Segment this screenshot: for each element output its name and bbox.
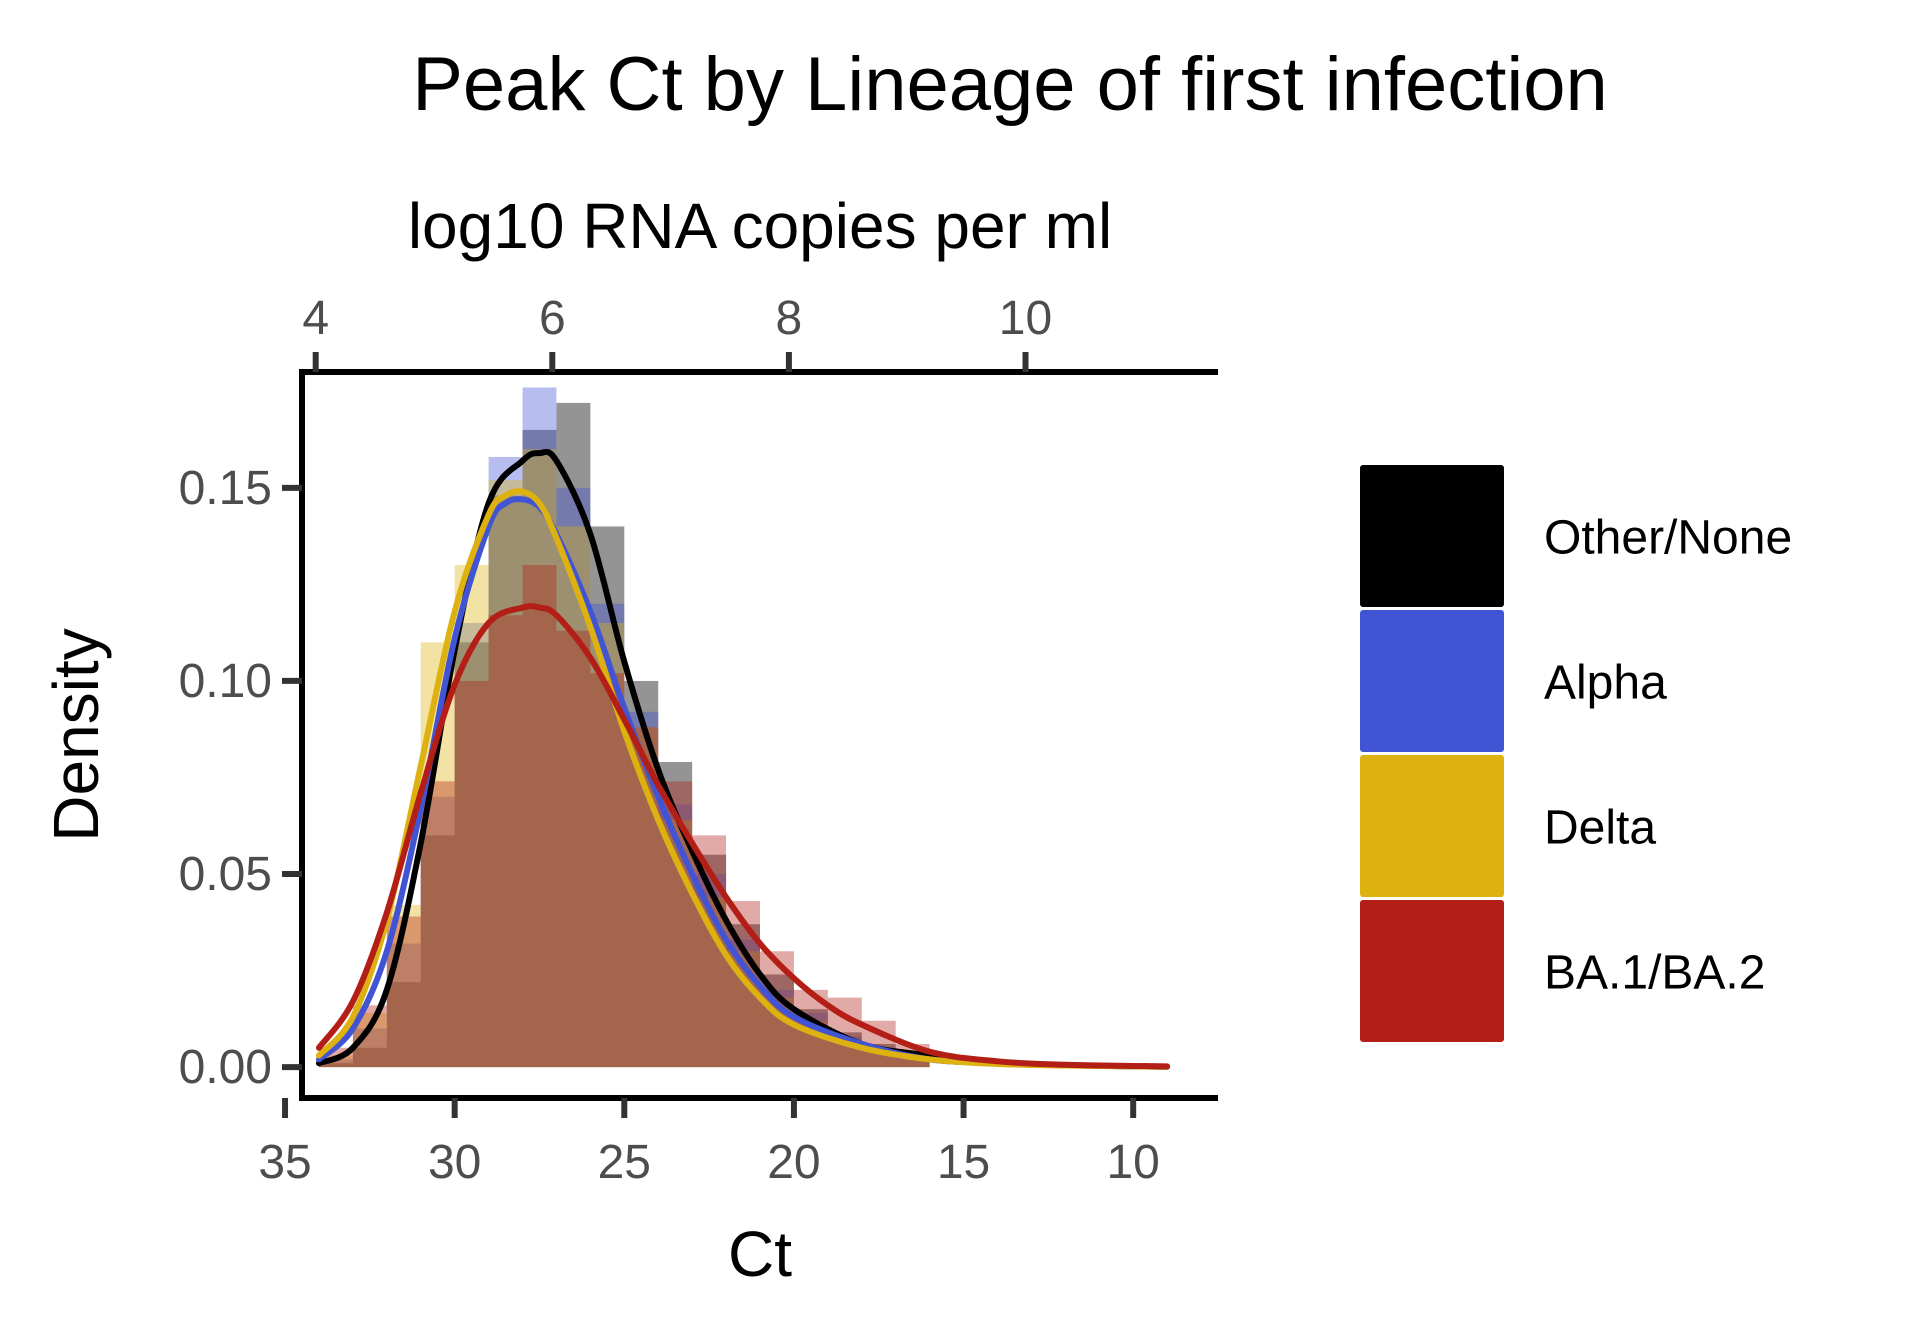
x-tick-label: 25 bbox=[598, 1136, 651, 1189]
histogram-bar bbox=[318, 1059, 353, 1068]
secondary-x-tick-label: 8 bbox=[776, 292, 803, 345]
histogram-bar bbox=[590, 526, 625, 1068]
x-tick-label: 10 bbox=[1106, 1136, 1159, 1189]
histogram-bar bbox=[318, 1063, 353, 1068]
secondary-x-tick-label: 6 bbox=[539, 292, 566, 345]
legend: Other/None Alpha Delta BA.1/BA.2 bbox=[1360, 465, 1792, 1042]
histogram-bar bbox=[488, 456, 523, 1068]
legend-key bbox=[1360, 610, 1504, 752]
legend-label: Alpha bbox=[1544, 657, 1667, 710]
histogram-bar bbox=[352, 1047, 387, 1068]
x-tick-label: 15 bbox=[937, 1136, 990, 1189]
histogram-bar bbox=[590, 673, 625, 1068]
x-tick-label: 30 bbox=[428, 1136, 481, 1189]
y-tick-label: 0.10 bbox=[179, 655, 272, 708]
histogram-bar bbox=[895, 1059, 930, 1068]
histogram-bar bbox=[522, 429, 557, 1068]
histogram-bar bbox=[420, 796, 455, 1068]
density-curve-layer bbox=[315, 448, 1171, 1070]
histogram-bar bbox=[386, 982, 421, 1068]
histogram-bar bbox=[522, 565, 557, 1068]
legend-key bbox=[1360, 465, 1504, 607]
y-tick-label: 0.00 bbox=[179, 1041, 272, 1094]
histogram-bar bbox=[895, 1055, 930, 1068]
secondary-x-tick-label: 10 bbox=[999, 292, 1052, 345]
histogram-bar bbox=[658, 804, 693, 1068]
histogram-bar bbox=[488, 615, 523, 1068]
legend-label: Other/None bbox=[1544, 512, 1792, 565]
histogram-bar bbox=[556, 630, 591, 1068]
histogram-bar bbox=[522, 449, 557, 1068]
density-curve bbox=[315, 603, 1171, 1070]
histogram-bar bbox=[420, 835, 455, 1068]
legend-label: BA.1/BA.2 bbox=[1544, 947, 1765, 1000]
y-tick-label: 0.15 bbox=[179, 462, 272, 515]
chart-title: Peak Ct by Lineage of first infection bbox=[412, 42, 1608, 127]
x-tick-label: 35 bbox=[258, 1136, 311, 1189]
axes-layer: 0.00 0.05 0.10 0.15 35 30 25 20 15 10 4 6 8 10 bbox=[179, 292, 1218, 1189]
histogram-bar bbox=[352, 1028, 387, 1068]
secondary-x-tick-label: 4 bbox=[302, 292, 329, 345]
y-tick-label: 0.05 bbox=[179, 848, 272, 901]
legend-key bbox=[1360, 900, 1504, 1042]
legend-key bbox=[1360, 755, 1504, 897]
histogram-bar bbox=[760, 997, 794, 1068]
histogram-bar bbox=[488, 495, 523, 1068]
legend-label: Delta bbox=[1544, 802, 1656, 855]
histogram-bar bbox=[454, 680, 489, 1068]
histogram-bar bbox=[658, 781, 693, 1068]
histogram-bar bbox=[454, 623, 489, 1068]
histogram-bar bbox=[895, 1055, 930, 1068]
x-axis-label: Ct bbox=[728, 1218, 792, 1290]
secondary-x-axis-label: log10 RNA copies per ml bbox=[408, 190, 1112, 262]
y-axis-label: Density bbox=[40, 628, 112, 841]
histogram-bar bbox=[454, 642, 489, 1068]
histogram-bar bbox=[488, 480, 523, 1068]
x-tick-label: 20 bbox=[767, 1136, 820, 1189]
